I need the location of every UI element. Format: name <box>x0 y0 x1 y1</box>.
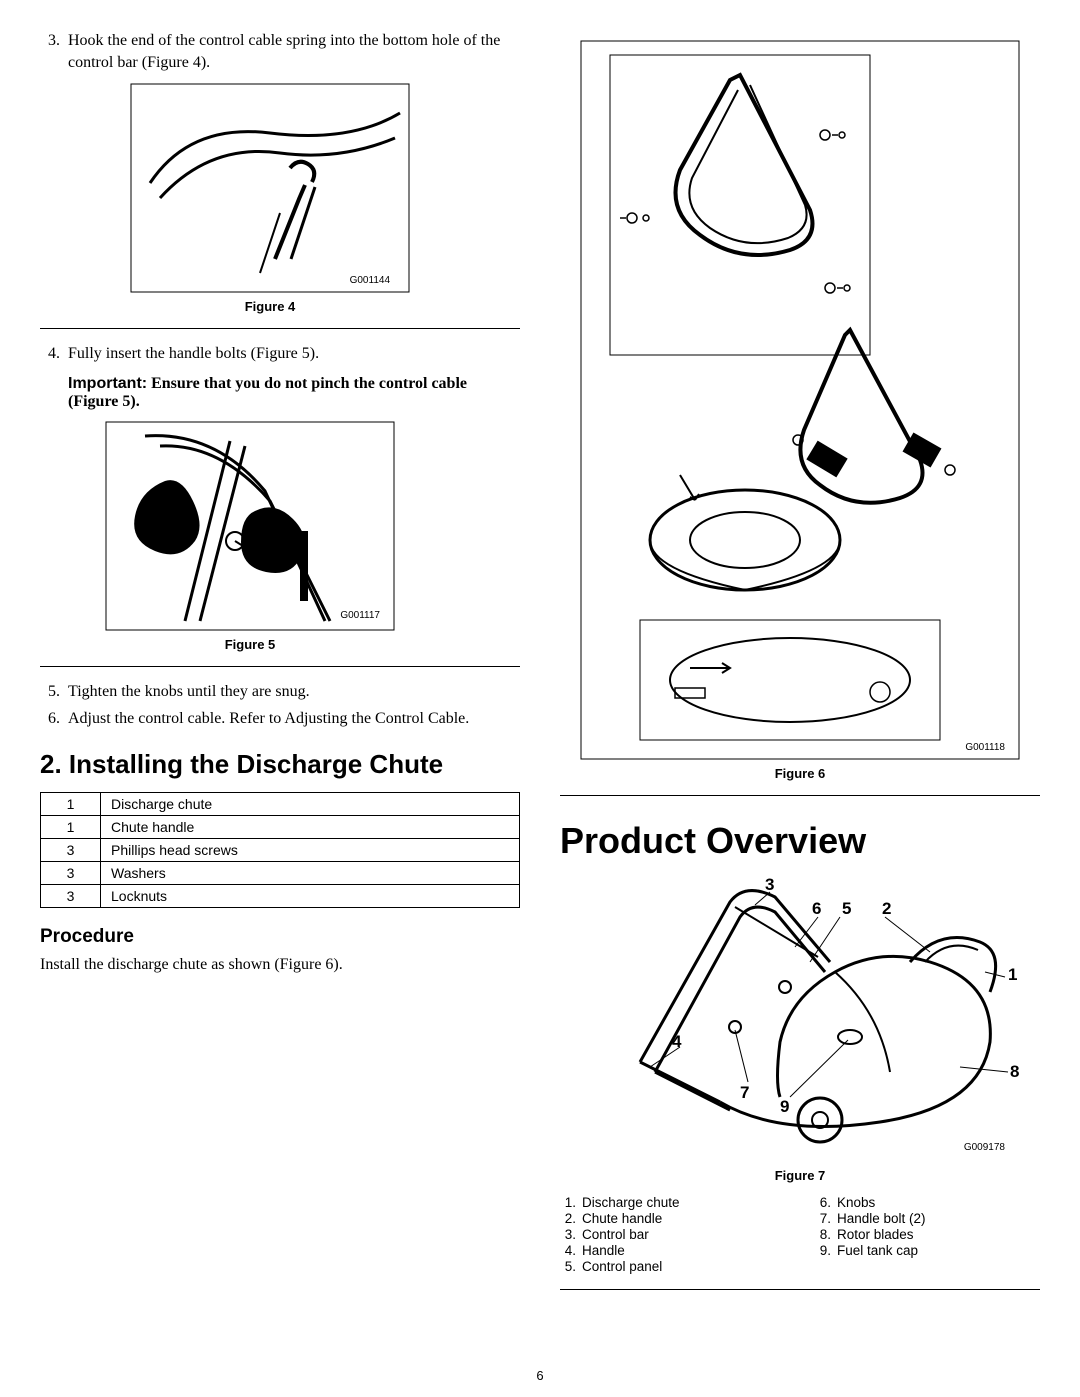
divider <box>40 666 520 667</box>
parts-name: Phillips head screws <box>101 838 520 861</box>
parts-qty: 3 <box>41 884 101 907</box>
legend-item: 4.Handle <box>560 1243 785 1258</box>
step-number: 5. <box>40 681 68 703</box>
legend-number: 1. <box>560 1195 582 1210</box>
figure-7-legend: 1.Discharge chute2.Chute handle3.Control… <box>560 1195 1040 1275</box>
svg-text:9: 9 <box>780 1097 789 1116</box>
figure-5-code: G001117 <box>340 610 380 621</box>
svg-text:6: 6 <box>812 899 821 918</box>
legend-item: 6.Knobs <box>815 1195 1040 1210</box>
figure-7-caption: Figure 7 <box>560 1168 1040 1183</box>
step-5: 5. Tighten the knobs until they are snug… <box>40 681 520 703</box>
legend-item: 1.Discharge chute <box>560 1195 785 1210</box>
svg-text:4: 4 <box>672 1032 682 1051</box>
figure-6-illustration: G001118 <box>580 40 1020 760</box>
procedure-heading: Procedure <box>40 926 520 948</box>
legend-text: Handle <box>582 1243 625 1258</box>
step-6: 6. Adjust the control cable. Refer to Ad… <box>40 708 520 730</box>
legend-number: 4. <box>560 1243 582 1258</box>
parts-name: Washers <box>101 861 520 884</box>
parts-name: Chute handle <box>101 815 520 838</box>
figure-4: G001144 Figure 4 <box>120 83 420 314</box>
step-text: Adjust the control cable. Refer to Adjus… <box>68 708 520 730</box>
table-row: 1Chute handle <box>41 815 520 838</box>
legend-text: Control panel <box>582 1259 662 1274</box>
important-note: Important: Ensure that you do not pinch … <box>68 375 520 411</box>
svg-text:1: 1 <box>1008 965 1017 984</box>
legend-text: Chute handle <box>582 1211 662 1226</box>
legend-text: Control bar <box>582 1227 649 1242</box>
figure-4-caption: Figure 4 <box>120 299 420 314</box>
figure-6-code: G001118 <box>965 742 1005 753</box>
divider <box>560 795 1040 796</box>
table-row: 3Locknuts <box>41 884 520 907</box>
left-column: 3. Hook the end of the control cable spr… <box>40 30 520 1304</box>
parts-name: Discharge chute <box>101 792 520 815</box>
legend-item: 2.Chute handle <box>560 1211 785 1226</box>
procedure-text: Install the discharge chute as shown (Fi… <box>40 956 520 974</box>
legend-text: Discharge chute <box>582 1195 680 1210</box>
figure-7-code: G009178 <box>964 1142 1006 1153</box>
legend-item: 7.Handle bolt (2) <box>815 1211 1040 1226</box>
important-label: Important: <box>68 375 147 392</box>
legend-text: Fuel tank cap <box>837 1243 918 1258</box>
legend-text: Handle bolt (2) <box>837 1211 926 1226</box>
section-heading: 2. Installing the Discharge Chute <box>40 750 520 780</box>
figure-4-illustration: G001144 <box>130 83 410 293</box>
table-row: 3Washers <box>41 861 520 884</box>
svg-text:8: 8 <box>1010 1062 1019 1081</box>
svg-text:3: 3 <box>765 875 774 894</box>
figure-7: 3 6 5 2 1 4 7 9 8 G009178 Figure 7 <box>560 872 1040 1183</box>
step-number: 3. <box>40 30 68 73</box>
legend-item: 3.Control bar <box>560 1227 785 1242</box>
parts-qty: 1 <box>41 815 101 838</box>
legend-item: 9.Fuel tank cap <box>815 1243 1040 1258</box>
svg-text:2: 2 <box>882 899 891 918</box>
step-3: 3. Hook the end of the control cable spr… <box>40 30 520 73</box>
figure-5: G001117 Figure 5 <box>100 421 400 652</box>
legend-text: Knobs <box>837 1195 875 1210</box>
legend-item: 5.Control panel <box>560 1259 785 1274</box>
page-number: 6 <box>0 1368 1080 1383</box>
product-overview-heading: Product Overview <box>560 820 1040 862</box>
parts-qty: 3 <box>41 838 101 861</box>
legend-number: 7. <box>815 1211 837 1226</box>
divider <box>560 1289 1040 1290</box>
table-row: 1Discharge chute <box>41 792 520 815</box>
step-number: 6. <box>40 708 68 730</box>
figure-6-caption: Figure 6 <box>560 766 1040 781</box>
legend-number: 8. <box>815 1227 837 1242</box>
legend-number: 6. <box>815 1195 837 1210</box>
figure-7-illustration: 3 6 5 2 1 4 7 9 8 G009178 <box>580 872 1020 1162</box>
figure-5-illustration: G001117 <box>105 421 395 631</box>
step-4: 4. Fully insert the handle bolts (Figure… <box>40 343 520 365</box>
parts-qty: 1 <box>41 792 101 815</box>
step-number: 4. <box>40 343 68 365</box>
legend-number: 5. <box>560 1259 582 1274</box>
step-text: Fully insert the handle bolts (Figure 5)… <box>68 343 520 365</box>
figure-4-code: G001144 <box>350 275 391 286</box>
parts-name: Locknuts <box>101 884 520 907</box>
legend-number: 3. <box>560 1227 582 1242</box>
right-column: G001118 Figure 6 Product Overview <box>560 30 1040 1304</box>
step-text: Hook the end of the control cable spring… <box>68 30 520 73</box>
step-text: Tighten the knobs until they are snug. <box>68 681 520 703</box>
figure-5-caption: Figure 5 <box>100 637 400 652</box>
legend-number: 2. <box>560 1211 582 1226</box>
parts-table: 1Discharge chute1Chute handle3Phillips h… <box>40 792 520 908</box>
divider <box>40 328 520 329</box>
legend-number: 9. <box>815 1243 837 1258</box>
table-row: 3Phillips head screws <box>41 838 520 861</box>
legend-item: 8.Rotor blades <box>815 1227 1040 1242</box>
svg-text:7: 7 <box>740 1083 749 1102</box>
figure-6: G001118 Figure 6 <box>560 40 1040 781</box>
svg-text:5: 5 <box>842 899 851 918</box>
legend-text: Rotor blades <box>837 1227 914 1242</box>
parts-qty: 3 <box>41 861 101 884</box>
